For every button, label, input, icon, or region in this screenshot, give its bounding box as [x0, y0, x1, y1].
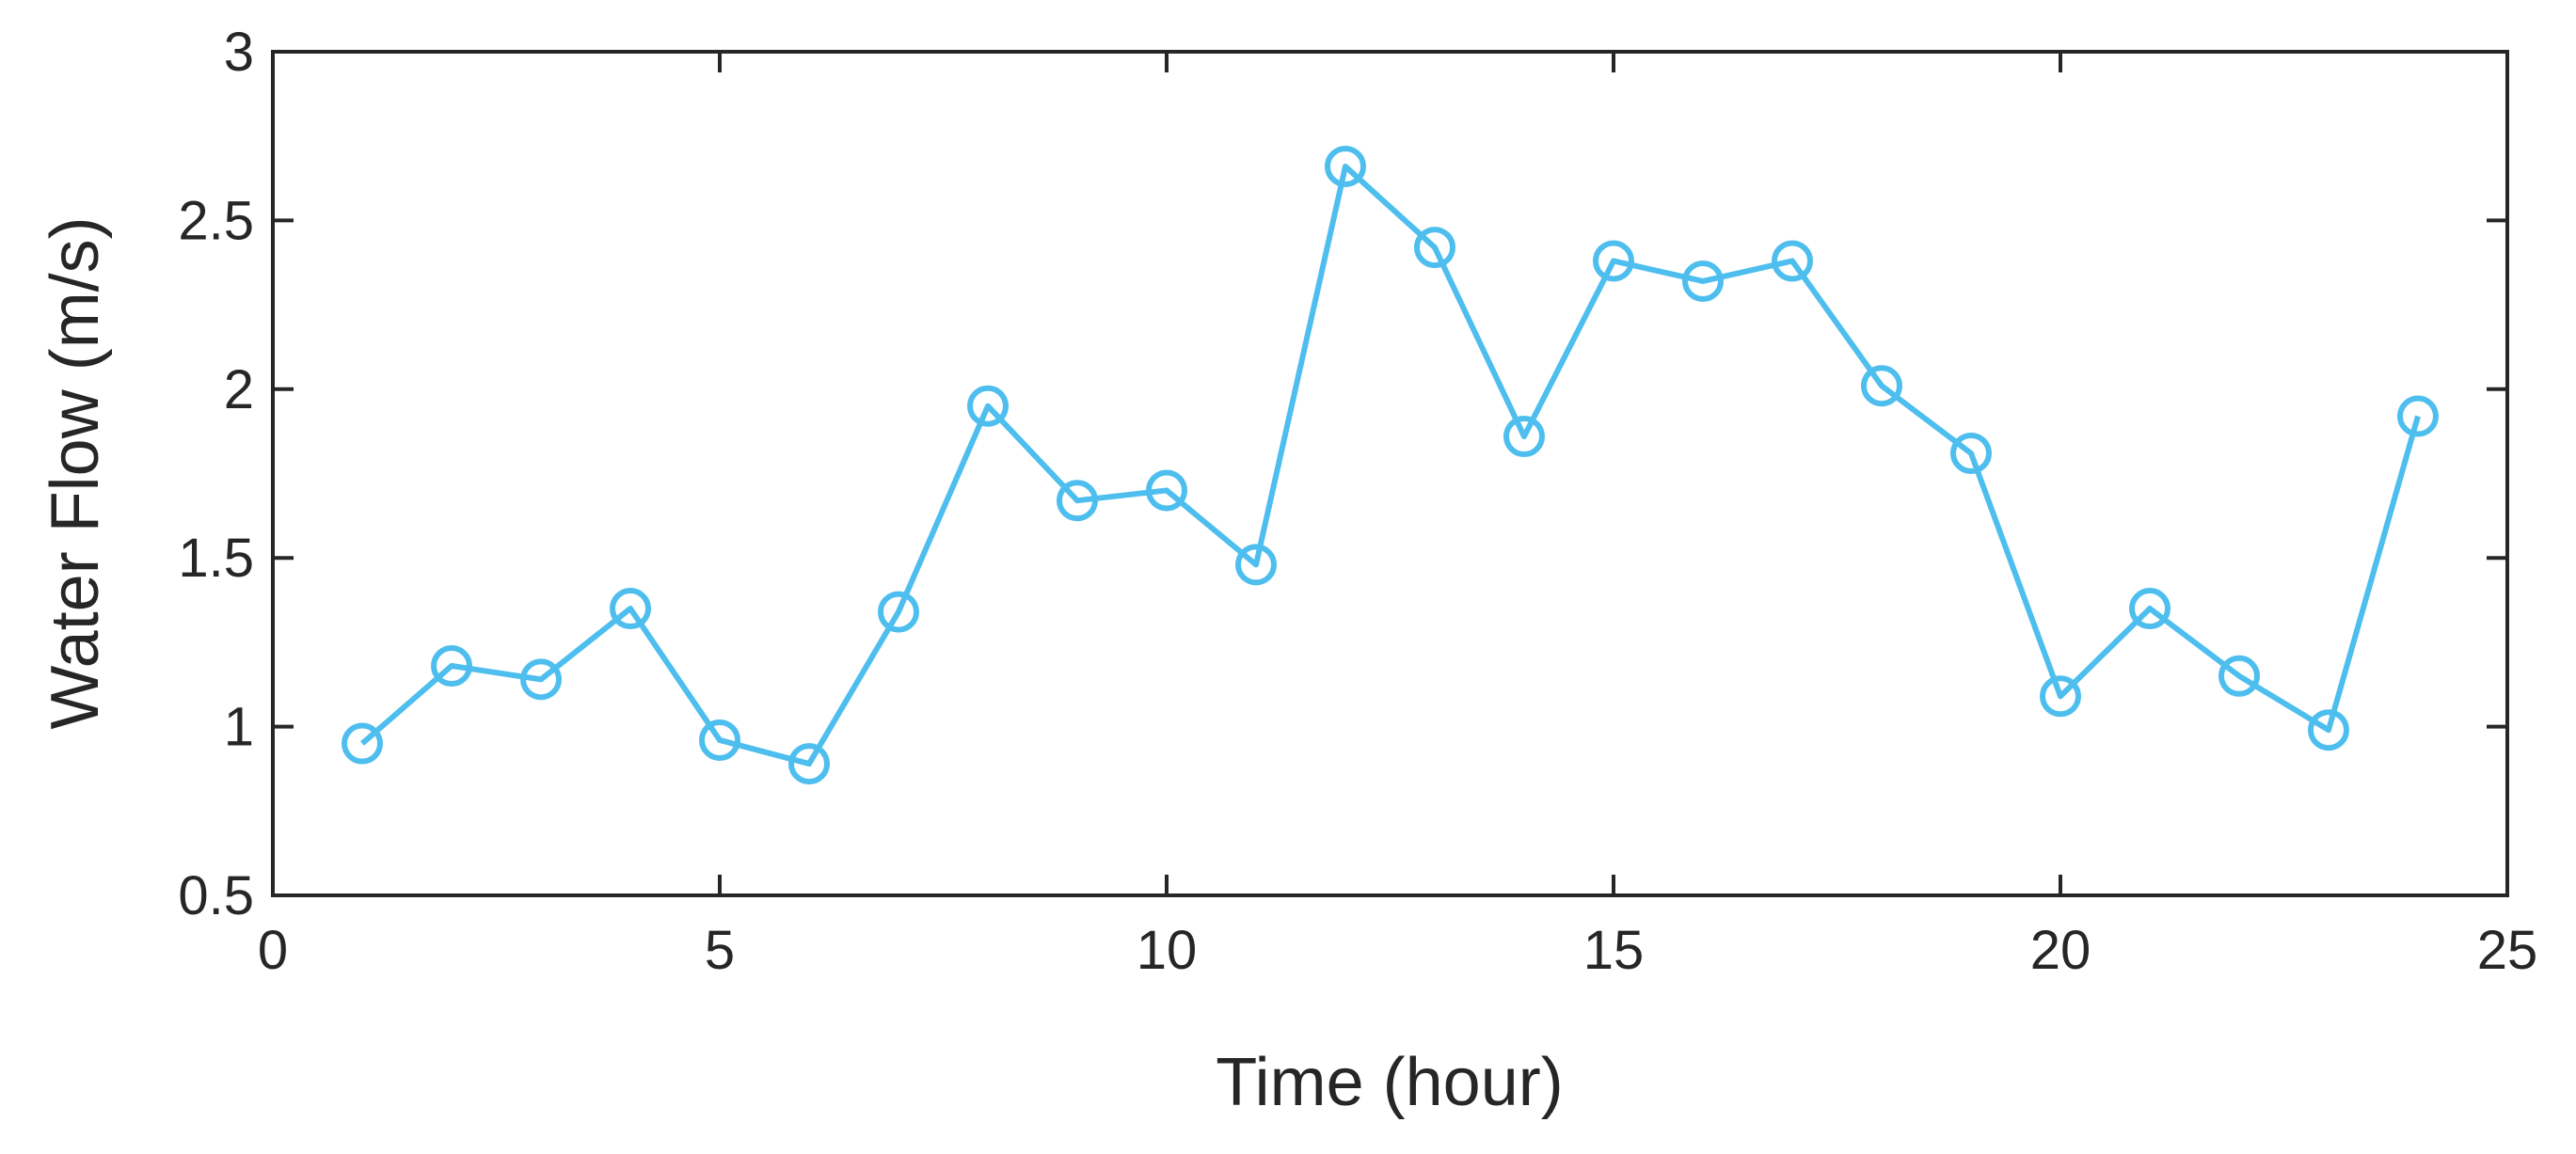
data-point — [2040, 675, 2081, 718]
y-tick-label: 2 — [224, 359, 254, 420]
x-tick-label: 25 — [2477, 920, 2538, 981]
y-tick-label: 1.5 — [178, 528, 254, 589]
data-point — [610, 588, 651, 630]
data-point — [788, 743, 830, 785]
y-tick-label: 0.5 — [178, 865, 254, 926]
data-point — [1325, 145, 1366, 187]
data-point — [878, 591, 919, 633]
data-point — [699, 719, 740, 761]
data-point — [1772, 240, 1813, 282]
data-point — [1950, 432, 1992, 474]
x-tick-label: 15 — [1583, 920, 1645, 981]
plot-frame — [271, 50, 2509, 897]
x-tick-label: 20 — [2030, 920, 2091, 981]
data-point — [342, 722, 383, 765]
axis-ticks — [271, 50, 2509, 897]
data-points — [342, 145, 2439, 785]
data-point — [2218, 655, 2260, 697]
data-point — [1235, 544, 1277, 586]
data-point — [1146, 469, 1187, 512]
x-axis-title: Time (hour) — [1216, 1045, 1563, 1120]
data-point — [1503, 416, 1545, 458]
x-tick-label: 0 — [258, 920, 288, 981]
data-point — [1057, 480, 1098, 522]
y-tick-labels: 0.5 1 1.5 2 2.5 3 — [178, 22, 254, 926]
y-tick-label: 2.5 — [178, 190, 254, 251]
data-point — [2397, 395, 2439, 437]
data-point — [1414, 227, 1455, 269]
data-point — [2129, 588, 2171, 630]
y-tick-label: 1 — [224, 697, 254, 758]
data-point — [1861, 365, 1902, 407]
y-axis-title: Water Flow (m/s) — [38, 216, 113, 729]
x-tick-label: 10 — [1137, 920, 1198, 981]
series-line — [360, 163, 2421, 767]
y-tick-label: 3 — [224, 22, 254, 83]
x-tick-label: 5 — [705, 920, 735, 981]
data-point — [2308, 709, 2349, 751]
data-point — [967, 385, 1009, 427]
x-tick-labels: 0 5 10 15 20 25 — [258, 920, 2537, 981]
data-point — [431, 645, 472, 688]
data-point — [520, 658, 562, 701]
data-point — [1593, 240, 1634, 282]
data-point — [1682, 260, 1724, 302]
